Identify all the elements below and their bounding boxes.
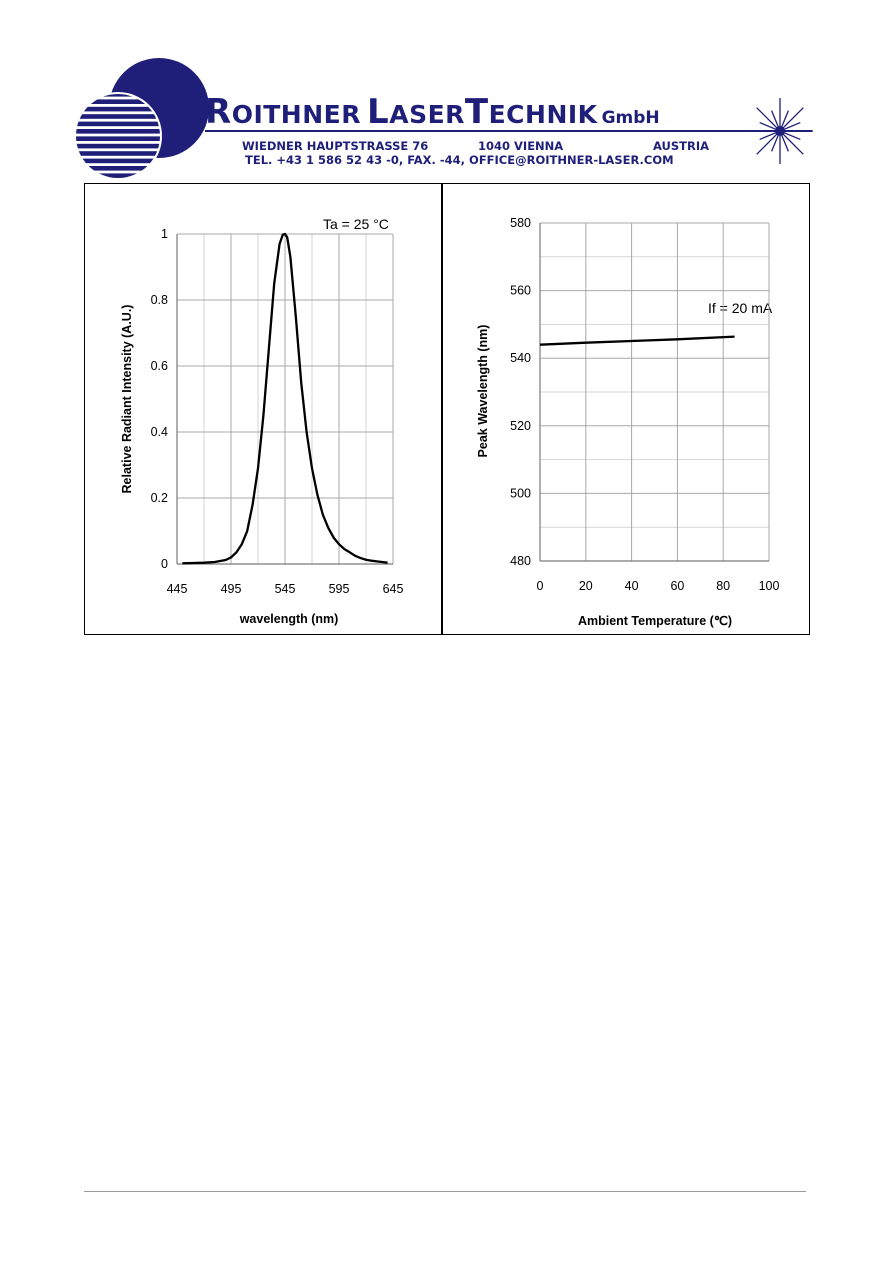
city-address: 1040 VIENNA [478, 139, 564, 153]
chart-frame [84, 183, 810, 635]
temperature-x-tick-label: 60 [670, 579, 684, 593]
spectrum-x-tick-label: 495 [221, 582, 242, 596]
spectrum-y-tick-label: 0.4 [151, 425, 168, 439]
temperature-y-tick-label: 580 [510, 216, 531, 230]
temperature-x-tick-label: 100 [759, 579, 780, 593]
spectrum-y-tick-label: 1 [161, 227, 168, 241]
contact-line: TEL. +43 1 586 52 43 -0, FAX. -44, OFFIC… [245, 153, 674, 167]
spectrum-x-tick-label: 445 [167, 582, 188, 596]
company-name: ROITHNER LASERTECHNIK GmbH [205, 92, 660, 132]
spectrum-x-axis-title: wavelength (nm) [239, 612, 339, 626]
letterhead: ROITHNER LASERTECHNIK GmbH WIEDNER HAUPTS… [0, 0, 892, 180]
spectrum-curve [182, 232, 388, 565]
temperature-y-tick-label: 540 [510, 351, 531, 365]
spectrum-y-axis-title: Relative Radiant Intensity (A.U.) [120, 305, 134, 494]
spectrum-x-tick-label: 545 [275, 582, 296, 596]
temperature-x-tick-label: 80 [716, 579, 730, 593]
spectrum-y-tick-label: 0.8 [151, 293, 168, 307]
temperature-y-tick-label: 500 [510, 486, 531, 500]
temperature-x-axis-title: Ambient Temperature (℃) [578, 614, 732, 628]
spectrum-chart: Ta = 25 °C 0 0.2 0.4 0.6 0.8 1 445 495 545 595 645… [120, 216, 404, 626]
temperature-y-tick-label: 520 [510, 419, 531, 433]
spectrum-y-tick-label: 0 [161, 557, 168, 571]
spectrum-y-tick-label: 0.6 [151, 359, 168, 373]
chart-divider [441, 183, 443, 635]
temperature-x-tick-label: 20 [579, 579, 593, 593]
street-address: WIEDNER HAUPTSTRASSE 76 [242, 139, 429, 153]
temperature-y-tick-label: 480 [510, 554, 531, 568]
striped-globe-icon [74, 58, 209, 180]
spectrum-annotation: Ta = 25 °C [323, 216, 389, 232]
laser-starburst-icon [747, 98, 813, 164]
peak-wavelength-line [539, 335, 735, 346]
temperature-x-tick-label: 40 [625, 579, 639, 593]
spectrum-x-tick-label: 645 [383, 582, 404, 596]
temperature-y-tick-label: 560 [510, 284, 531, 298]
spectrum-y-tick-label: 0.2 [151, 491, 168, 505]
country-address: AUSTRIA [653, 139, 710, 153]
temperature-annotation: If = 20 mA [708, 300, 773, 316]
footer-rule [84, 1191, 806, 1192]
spectrum-x-tick-label: 595 [329, 582, 350, 596]
temperature-y-axis-title: Peak Wavelength (nm) [476, 325, 490, 458]
spectrum-grid [176, 233, 394, 565]
temperature-chart: If = 20 mA 480 500 520 540 560 580 0 20 40 60 80 10… [476, 216, 780, 628]
temperature-x-tick-label: 0 [537, 579, 544, 593]
temperature-grid [539, 222, 770, 562]
brand-rule [205, 130, 812, 132]
